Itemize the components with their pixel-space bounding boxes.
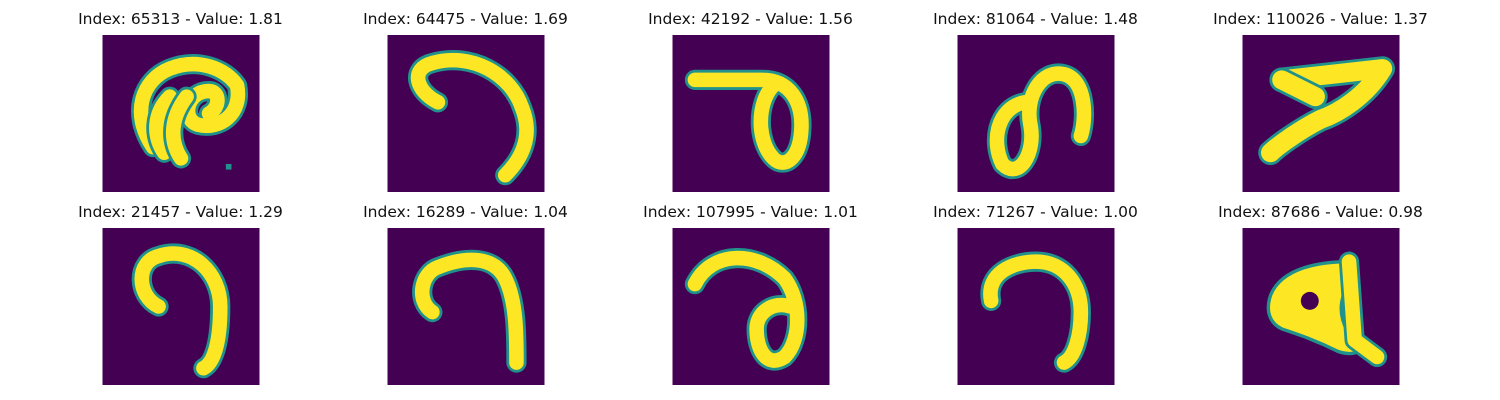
panel-title: Index: 71267 - Value: 1.00 bbox=[933, 203, 1138, 221]
panel-title: Index: 107995 - Value: 1.01 bbox=[643, 203, 858, 221]
panel-title: Index: 81064 - Value: 1.48 bbox=[933, 10, 1138, 28]
panel-title: Index: 42192 - Value: 1.56 bbox=[648, 10, 853, 28]
panel-title: Index: 21457 - Value: 1.29 bbox=[78, 203, 283, 221]
digit-image bbox=[102, 35, 260, 192]
digit-image bbox=[957, 228, 1115, 385]
panel-6: Index: 21457 - Value: 1.29 bbox=[38, 193, 323, 385]
digit-image bbox=[957, 35, 1115, 192]
panel-title: Index: 64475 - Value: 1.69 bbox=[363, 10, 568, 28]
panel-1: Index: 65313 - Value: 1.81 bbox=[38, 0, 323, 192]
panel-10: Index: 87686 - Value: 0.98 bbox=[1178, 193, 1463, 385]
panel-9: Index: 71267 - Value: 1.00 bbox=[893, 193, 1178, 385]
panel-title: Index: 110026 - Value: 1.37 bbox=[1213, 10, 1428, 28]
panel-title: Index: 65313 - Value: 1.81 bbox=[78, 10, 283, 28]
digit-image bbox=[672, 35, 830, 192]
digit-image bbox=[672, 228, 830, 385]
panel-title: Index: 16289 - Value: 1.04 bbox=[363, 203, 568, 221]
digit-image bbox=[387, 35, 545, 192]
digit-image bbox=[102, 228, 260, 385]
panel-2: Index: 64475 - Value: 1.69 bbox=[323, 0, 608, 192]
panel-3: Index: 42192 - Value: 1.56 bbox=[608, 0, 893, 192]
digit-image bbox=[1242, 228, 1400, 385]
panel-4: Index: 81064 - Value: 1.48 bbox=[893, 0, 1178, 192]
panel-8: Index: 107995 - Value: 1.01 bbox=[608, 193, 893, 385]
panel-5: Index: 110026 - Value: 1.37 bbox=[1178, 0, 1463, 192]
panel-7: Index: 16289 - Value: 1.04 bbox=[323, 193, 608, 385]
panel-title: Index: 87686 - Value: 0.98 bbox=[1218, 203, 1423, 221]
digit-image bbox=[387, 228, 545, 385]
digit-image bbox=[1242, 35, 1400, 192]
